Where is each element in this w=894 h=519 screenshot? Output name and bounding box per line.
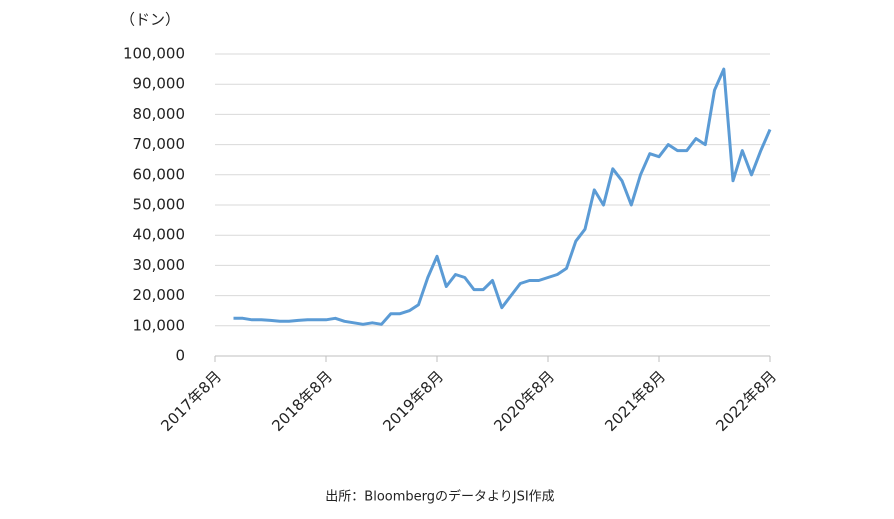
y-unit-label: （ドン） bbox=[120, 11, 180, 29]
y-tick-label: 70,000 bbox=[133, 135, 186, 153]
y-tick-label: 40,000 bbox=[133, 226, 186, 244]
x-tick-label: 2017年8月 bbox=[157, 367, 225, 435]
y-tick-label: 90,000 bbox=[133, 75, 186, 93]
price-line bbox=[233, 67, 772, 326]
y-tick-label: 80,000 bbox=[133, 105, 186, 123]
y-tick-label: 30,000 bbox=[133, 256, 186, 274]
x-tick-label: 2019年8月 bbox=[379, 367, 447, 435]
y-tick-label: 10,000 bbox=[133, 316, 186, 334]
y-tick-label: 50,000 bbox=[133, 196, 186, 214]
x-tick-label: 2020年8月 bbox=[490, 367, 558, 435]
source-note: 出所：BloombergのデータよりJSI作成 bbox=[325, 489, 554, 505]
y-tick-label: 20,000 bbox=[133, 286, 186, 304]
x-tick-label: 2018年8月 bbox=[268, 367, 336, 435]
y-tick-label: 60,000 bbox=[133, 165, 186, 183]
x-tick-label: 2022年8月 bbox=[712, 367, 780, 435]
y-tick-label: 0 bbox=[175, 347, 185, 365]
x-tick-label: 2021年8月 bbox=[601, 367, 669, 435]
y-tick-label: 100,000 bbox=[123, 45, 185, 63]
